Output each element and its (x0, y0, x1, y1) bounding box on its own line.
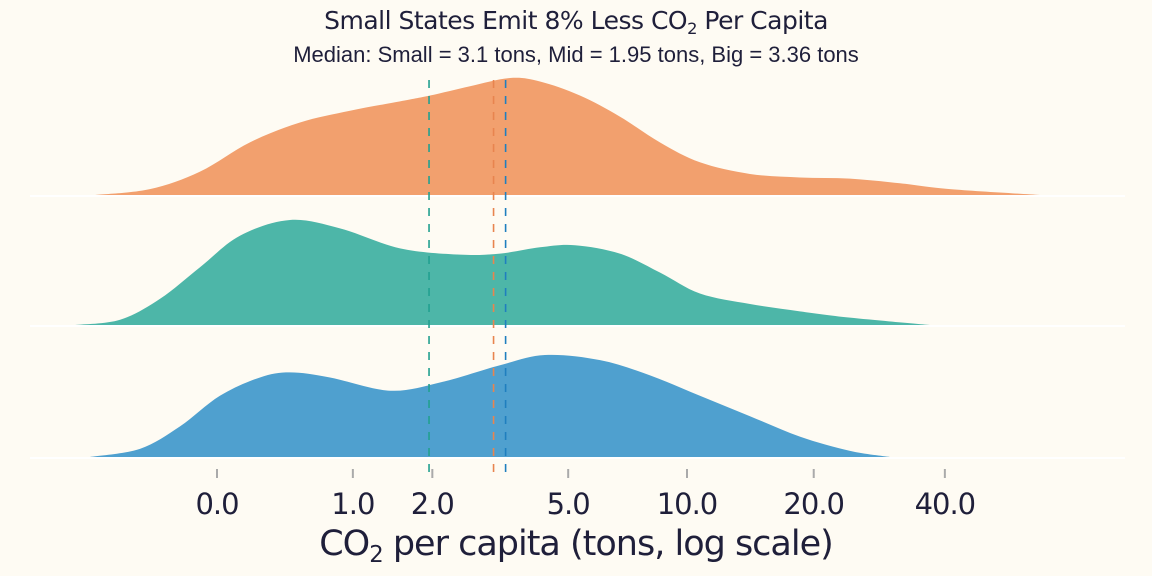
ridge-mid (75, 219, 930, 325)
ridges (30, 77, 1125, 459)
xlabel-subscript: 2 (369, 541, 384, 568)
title-text-end: Per Capita (696, 6, 828, 35)
xlabel-text-end: per capita (tons, log scale) (382, 524, 834, 564)
chart-title: Small States Emit 8% Less CO2 Per Capita (0, 6, 1152, 38)
x-tick-label: 2.0 (411, 487, 454, 521)
x-tick-label: 0.0 (195, 487, 238, 521)
x-tick-label: 10.0 (657, 487, 718, 521)
ridge-small (95, 77, 1040, 195)
x-axis: 0.0 1.0 2.0 5.0 10.0 20.0 40.0 (195, 469, 976, 521)
x-tick-label: 5.0 (547, 487, 590, 521)
ridge-big (89, 354, 891, 457)
x-tick-label: 20.0 (783, 487, 844, 521)
title-subscript: 2 (687, 18, 697, 38)
xlabel-text: CO (319, 524, 370, 564)
chart-subtitle: Median: Small = 3.1 tons, Mid = 1.95 ton… (293, 42, 859, 67)
x-axis-label: CO2 per capita (tons, log scale) (0, 524, 1152, 566)
title-text: Small States Emit 8% Less CO (324, 6, 688, 35)
x-tick-label: 1.0 (331, 487, 374, 521)
median-lines (428, 80, 507, 472)
x-tick-label: 40.0 (915, 487, 976, 521)
